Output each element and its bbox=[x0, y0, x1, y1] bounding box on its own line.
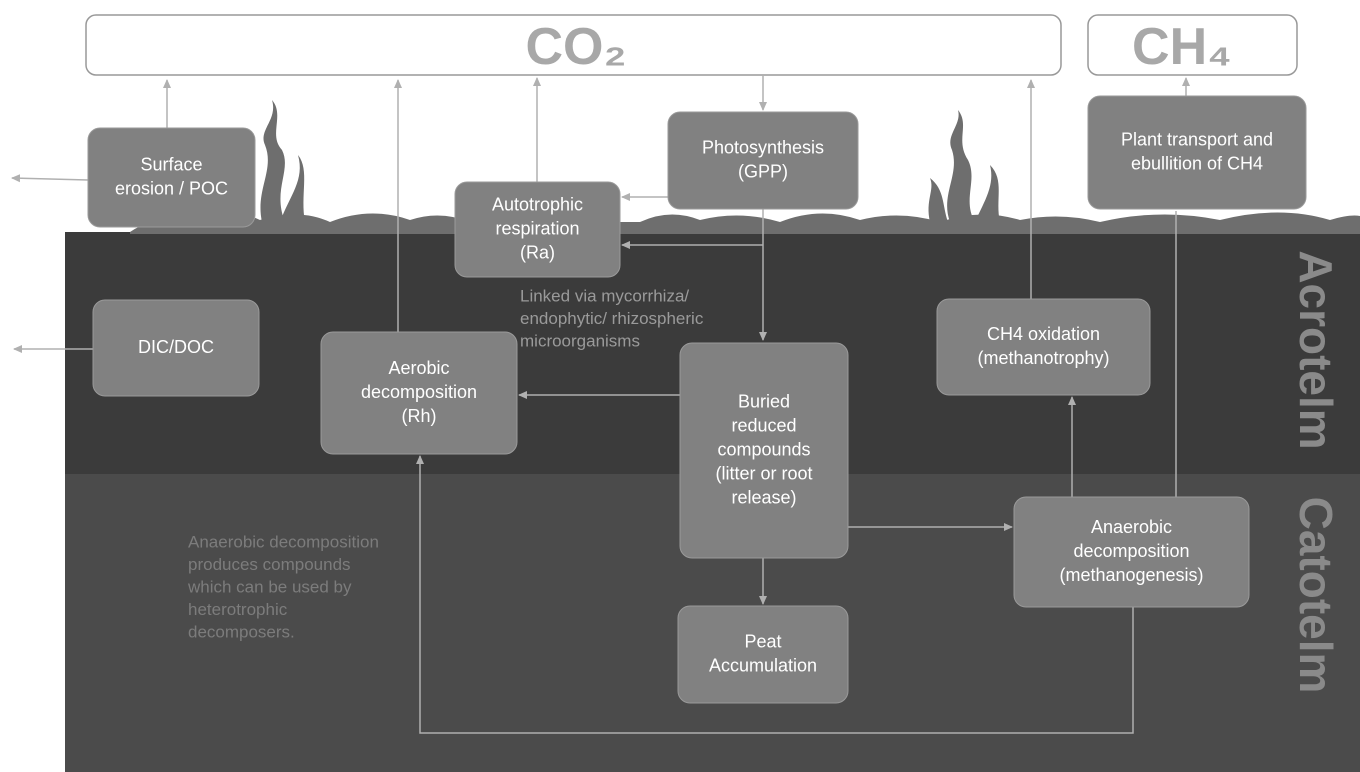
node-box bbox=[454, 181, 621, 278]
flow-arrow bbox=[11, 174, 89, 183]
ch4-label: CH₄ bbox=[1132, 18, 1232, 76]
node-label: (methanotrophy) bbox=[977, 348, 1109, 368]
node-label: (Rh) bbox=[402, 406, 437, 426]
process-node: Peat Accumulation bbox=[677, 605, 849, 704]
node-label: Anaerobic bbox=[1091, 517, 1172, 537]
node-box bbox=[1013, 496, 1250, 608]
node-label: release) bbox=[731, 487, 796, 507]
note-text: which can be used by bbox=[187, 577, 352, 596]
node-label: Peat bbox=[744, 631, 781, 651]
node-label: decomposition bbox=[361, 382, 477, 402]
process-node: Surface erosion / POC bbox=[87, 127, 256, 228]
node-label: DIC/DOC bbox=[138, 337, 214, 357]
node-label: erosion / POC bbox=[115, 178, 228, 198]
process-node: CH4 oxidation (methanotrophy) bbox=[936, 298, 1151, 396]
node-label: CH4 oxidation bbox=[987, 324, 1100, 344]
process-node: Buried reduced compounds (litter or root rel… bbox=[679, 342, 849, 559]
node-label: decomposition bbox=[1073, 541, 1189, 561]
node-label: (GPP) bbox=[738, 161, 788, 181]
layer-label: Acrotelm bbox=[1290, 250, 1342, 449]
node-box bbox=[677, 605, 849, 704]
flow-arrow bbox=[416, 455, 1134, 734]
node-box bbox=[936, 298, 1151, 396]
node-box bbox=[87, 127, 256, 228]
node-label: Surface bbox=[140, 154, 202, 174]
node-label: Photosynthesis bbox=[702, 137, 824, 157]
vegetation bbox=[130, 100, 1360, 234]
node-label: Plant transport and bbox=[1121, 129, 1273, 149]
arrows bbox=[11, 75, 1190, 734]
note-text: Linked via mycorrhiza/ bbox=[520, 286, 689, 305]
process-node: Aerobic decomposition (Rh) bbox=[320, 331, 518, 455]
node-box bbox=[667, 111, 859, 210]
node-label: ebullition of CH4 bbox=[1131, 153, 1263, 173]
process-node: DIC/DOC bbox=[92, 299, 260, 397]
node-label: Autotrophic bbox=[492, 194, 583, 214]
co2-pool bbox=[85, 14, 1062, 76]
node-label: (litter or root bbox=[715, 463, 812, 483]
layer-label: Catotelm bbox=[1290, 497, 1342, 694]
process-node: Anaerobic decomposition (methanogenesis) bbox=[1013, 496, 1250, 608]
ch4-pool bbox=[1087, 14, 1298, 76]
node-label: (methanogenesis) bbox=[1059, 565, 1203, 585]
node-box bbox=[1087, 95, 1307, 210]
node-label: respiration bbox=[495, 218, 579, 238]
node-box bbox=[679, 342, 849, 559]
node-label: Aerobic bbox=[388, 358, 449, 378]
note-text: heterotrophic bbox=[188, 600, 288, 619]
process-node: Photosynthesis (GPP) bbox=[667, 111, 859, 210]
node-label: Buried bbox=[738, 391, 790, 411]
process-node: Autotrophic respiration (Ra) bbox=[454, 181, 621, 278]
note-text: endophytic/ rhizospheric bbox=[520, 309, 704, 328]
node-label: Accumulation bbox=[709, 655, 817, 675]
node-label: reduced bbox=[731, 415, 796, 435]
note-text: produces compounds bbox=[188, 555, 351, 574]
node-box bbox=[320, 331, 518, 455]
co2-label: CO₂ bbox=[525, 18, 626, 76]
node-label: (Ra) bbox=[520, 242, 555, 262]
note-text: microorganisms bbox=[520, 331, 640, 350]
process-node: Plant transport and ebullition of CH4 bbox=[1087, 95, 1307, 210]
nodes: Surface erosion / POC Photosynthesis (GPP) A… bbox=[87, 95, 1307, 704]
note-text: decomposers. bbox=[188, 622, 295, 641]
note-text: Anaerobic decomposition bbox=[188, 532, 379, 551]
node-box bbox=[92, 299, 260, 397]
node-label: compounds bbox=[717, 439, 810, 459]
